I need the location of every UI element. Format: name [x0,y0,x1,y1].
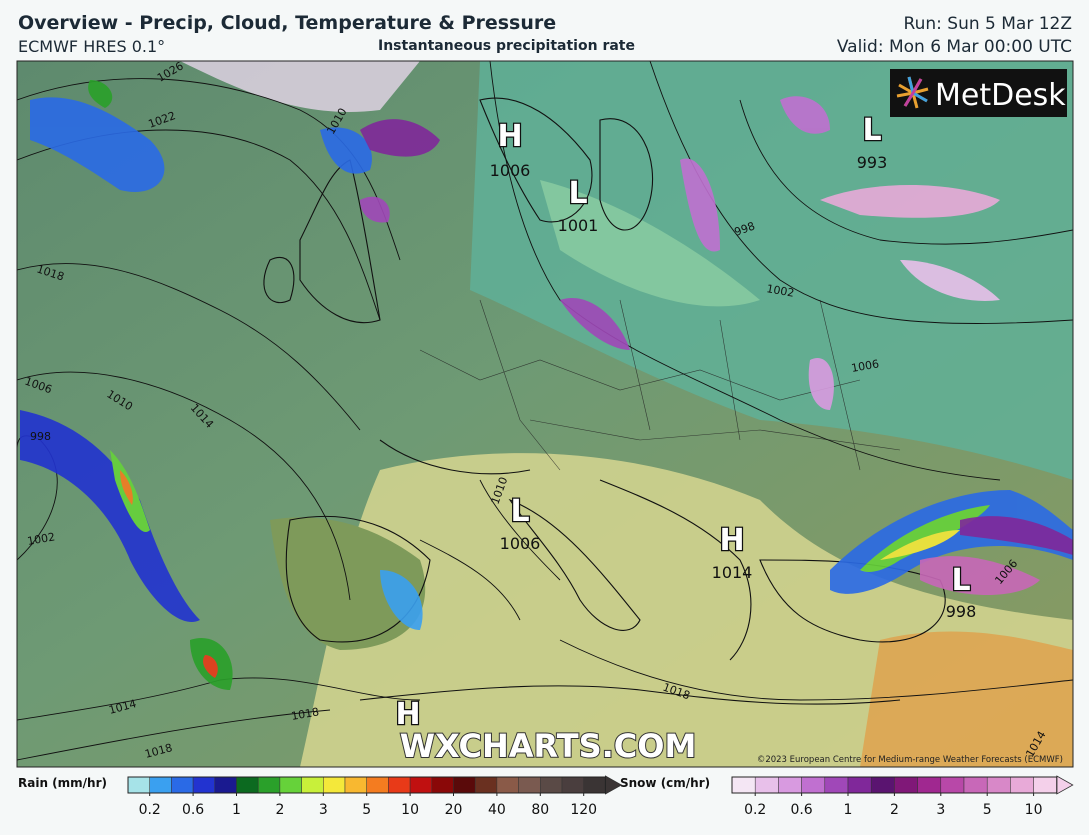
legend-tick-label: 0.6 [790,802,812,818]
legend-tick-label: 1 [232,802,241,818]
legend-swatch [474,776,498,794]
credit: ©2023 European Centre for Medium-range W… [757,755,1063,765]
pressure-center-letter: L [951,563,970,598]
legend-swatch [257,776,281,794]
legend-swatch [518,776,541,794]
legend-swatch [940,776,965,794]
legend-swatch [870,776,895,794]
pressure-center-letter: L [568,176,587,211]
legend-swatch [824,776,849,794]
legend-swatch [149,776,172,794]
legend-swatch [366,776,389,794]
legend: 0.2 0.6 1 2 3 5 10 20 40 80 120 0.2 0.6 1 2 3 5 10 [127,775,1074,818]
legend-swatch [986,776,1011,794]
legend-tick-label: 1 [844,802,853,818]
model: ECMWF HRES 0.1° [18,37,166,56]
legend-tick-label: 10 [401,802,419,818]
legend-swatch [236,776,259,794]
legend-swatch [453,776,476,794]
legend-arrow [605,775,623,795]
legend-tick-label: 10 [1025,802,1043,818]
legend-swatch [388,776,411,794]
legend-swatch [409,776,433,794]
legend-tick-label: 20 [445,802,463,818]
subtitle: Instantaneous precipitation rate [378,38,635,54]
legend-swatch [778,776,802,794]
isobar-label: 1002 [26,530,56,548]
legend-tick-label: 3 [319,802,328,818]
legend-swatch [1033,776,1058,794]
isobar-label: 1002 [765,282,795,300]
legend-swatch [583,776,606,794]
pressure-center-letter: H [395,697,420,732]
legend-swatch [1010,776,1034,794]
legend-tick-label: 5 [362,802,371,818]
pressure-center-value: 1006 [500,534,541,553]
map-imagery: MetDesk [17,61,1073,767]
legend-swatch [963,776,988,794]
legend-swatch [127,776,150,794]
legend-swatch [171,776,194,794]
legend-swatch [540,776,563,794]
legend-swatch [431,776,454,794]
valid: Valid: Mon 6 Mar 00:00 UTC [836,37,1072,57]
isobar-label: 1018 [290,705,320,723]
legend-swatch [561,776,584,794]
legend-swatch [279,776,302,794]
legend-tick-label: 0.2 [744,802,766,818]
legend-title: Snow (cm/hr) [620,776,710,790]
legend-swatch [323,776,346,794]
legend-tick-label: 3 [936,802,945,818]
legend-swatch [894,776,918,794]
watermark: WXCHARTS.COM [400,727,697,765]
legend-swatch [192,776,216,794]
legend-swatch [754,776,779,794]
legend-arrow [1056,775,1074,795]
legend-tick-label: 40 [488,802,506,818]
logo-mark [896,76,929,109]
pressure-center-letter: H [497,119,522,154]
legend-tick-label: 80 [531,802,549,818]
pressure-center-value: 993 [857,153,888,172]
legend-title: Rain (mm/hr) [18,776,107,790]
logo-box [890,69,1067,117]
pressure-center-value: 998 [946,602,977,621]
logo: MetDesk [935,78,1066,113]
legend-tick-label: 2 [890,802,899,818]
legend-tick-label: 2 [275,802,284,818]
legend-swatch [344,776,367,794]
legend-swatch [801,776,826,794]
isobar-label: 1006 [850,357,880,375]
pressure-center-value: 1001 [558,216,599,235]
legend-swatch [496,776,519,794]
legend-tick-label: 5 [983,802,992,818]
pressure-center-letter: H [719,523,744,558]
legend-tick-label: 120 [570,802,597,818]
legend-swatch [731,776,756,794]
pressure-center-value: 1014 [712,563,753,582]
title: Overview - Precip, Cloud, Temperature & … [18,12,557,34]
run: Run: Sun 5 Mar 12Z [903,14,1072,34]
isobar-label: 998 [30,430,51,443]
pressure-center-letter: L [510,494,529,529]
legend-swatch [847,776,872,794]
pressure-center-letter: L [862,113,881,148]
legend-swatch [214,776,237,794]
legend-swatch [301,776,324,794]
legend-tick-label: 0.6 [182,802,204,818]
legend-tick-label: 0.2 [139,802,161,818]
legend-swatch [917,776,942,794]
pressure-center-value: 1006 [490,161,531,180]
pressure-centers: H 1006 L 1001 L 993 L 1006 H 1014 L 998 … [394,112,977,734]
